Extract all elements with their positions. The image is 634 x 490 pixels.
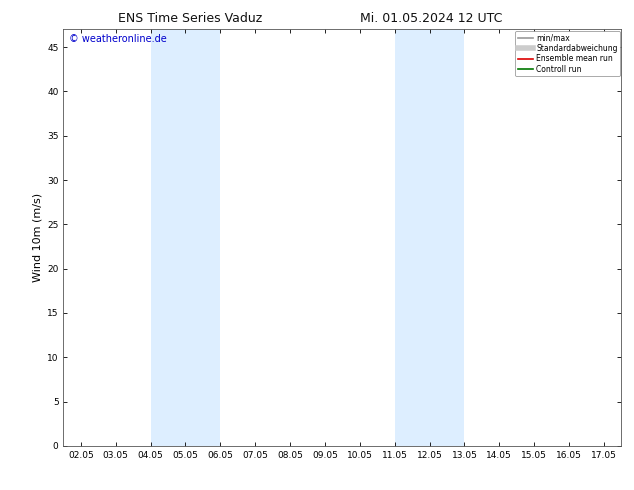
Legend: min/max, Standardabweichung, Ensemble mean run, Controll run: min/max, Standardabweichung, Ensemble me… [515, 31, 620, 76]
Text: ENS Time Series Vaduz: ENS Time Series Vaduz [118, 12, 262, 25]
Text: © weatheronline.de: © weatheronline.de [69, 34, 167, 44]
Y-axis label: Wind 10m (m/s): Wind 10m (m/s) [33, 193, 43, 282]
Bar [394, 29, 464, 446]
Bar [150, 29, 221, 446]
Text: Mi. 01.05.2024 12 UTC: Mi. 01.05.2024 12 UTC [360, 12, 502, 25]
